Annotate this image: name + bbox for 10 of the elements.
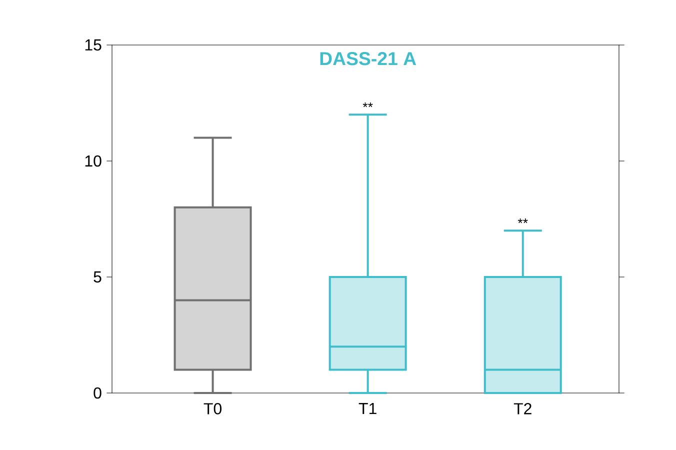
chart-title: DASS-21 A [320, 52, 416, 66]
y-tick-label: 5 [94, 271, 102, 283]
y-tick-label: 0 [94, 387, 102, 399]
y-tick-label: 10 [85, 155, 102, 167]
x-tick-label: T2 [514, 403, 532, 414]
x-tick-label: T1 [358, 403, 376, 414]
annotation: ** [362, 102, 373, 108]
y-tick-label: 15 [85, 39, 102, 51]
x-tick-label: T0 [204, 403, 222, 414]
annotation: ** [518, 218, 528, 224]
